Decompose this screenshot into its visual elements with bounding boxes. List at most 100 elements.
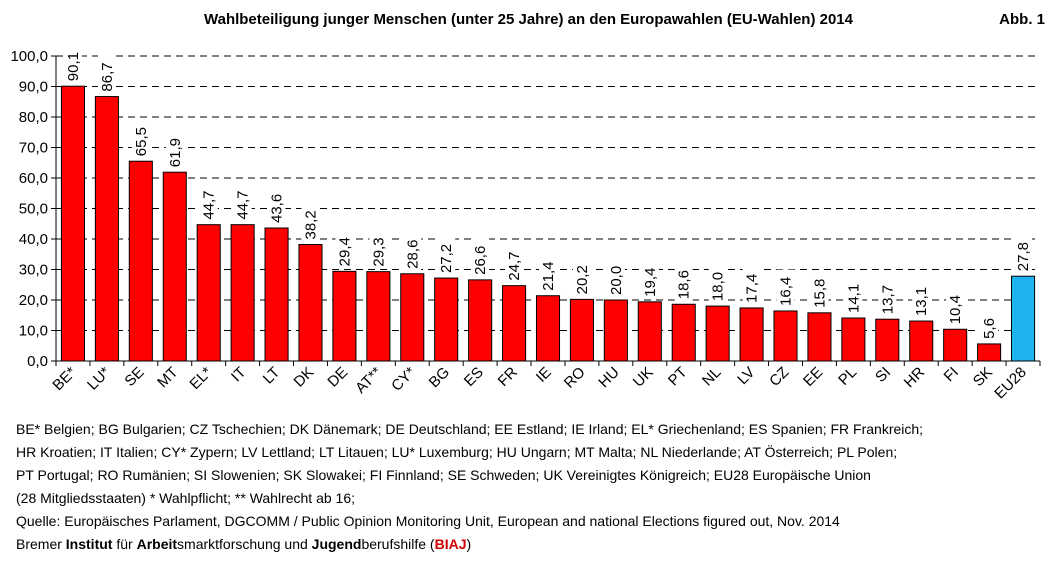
bar-BG (434, 277, 459, 362)
biaj-logo-text: BIAJ (434, 536, 467, 552)
source-line: Quelle: Europäisches Parlament, DGCOMM /… (16, 513, 840, 529)
y-tick-label: 90,0 (19, 79, 48, 96)
bar-HU (603, 299, 628, 362)
value-label: 27,2 (438, 244, 455, 273)
category-label: LU* (84, 364, 114, 394)
category-label: EE (800, 364, 826, 390)
bar-IE (535, 295, 561, 362)
value-label-bg (301, 203, 320, 242)
value-label-bg (505, 244, 524, 283)
category-label: PL (835, 364, 860, 389)
value-label-bg (776, 269, 795, 308)
category-label: CY* (388, 364, 419, 395)
value-label: 29,3 (370, 237, 387, 266)
bar-IT (230, 224, 255, 362)
value-label: 5,6 (981, 318, 998, 339)
value-label-bg (912, 279, 931, 319)
value-label-bg (946, 287, 965, 327)
value-label: 26,6 (472, 246, 489, 275)
value-label: 24,7 (506, 251, 523, 280)
category-label: LT (260, 364, 284, 388)
value-label-bg (97, 55, 116, 94)
category-label: RO (561, 364, 589, 392)
category-label: PT (665, 364, 691, 390)
value-label: 16,4 (778, 277, 795, 306)
y-tick-label: 50,0 (19, 201, 48, 218)
value-label-bg (844, 276, 863, 315)
value-label-bg (980, 311, 999, 341)
bar-PL (841, 317, 866, 362)
category-label: HU (595, 364, 622, 391)
chart-title: Wahlbeteiligung junger Menschen (unter 2… (204, 11, 853, 28)
bar-CY (400, 273, 425, 362)
value-label-bg (131, 119, 150, 159)
legend-line: (28 Mitgliedsstaaten) * Wahlpflicht; ** … (16, 490, 356, 506)
value-label: 19,4 (642, 268, 659, 297)
category-label: ES (461, 364, 487, 390)
bar-chart: 0,0 10,0 20,0 30,0 40,0 50,0 60,0 70,0 80,0 90,0 1… (10, 44, 1041, 403)
credit-text: für (112, 536, 137, 552)
value-label-bg (199, 183, 218, 222)
category-label: IE (533, 364, 555, 386)
value-label-bg (674, 262, 693, 302)
value-label-bg (708, 264, 727, 304)
category-label: IT (228, 364, 249, 385)
bar-MT (162, 171, 187, 362)
bar-PT (671, 303, 696, 362)
credit-bold: Jugend (311, 536, 362, 552)
category-label: FR (495, 364, 521, 390)
value-label: 43,6 (269, 194, 286, 223)
value-label-bg (63, 44, 82, 84)
y-tick-label: 30,0 (19, 262, 48, 279)
y-tick-label: 10,0 (19, 323, 48, 340)
value-label: 28,6 (404, 240, 421, 269)
category-label: EU28 (991, 364, 1030, 403)
credit-line: Bremer Institut für Arbeitsmarktforschun… (16, 533, 840, 556)
credit-bold: Institut (65, 536, 113, 552)
y-tick-label: 80,0 (19, 109, 48, 126)
legend-line: BE* Belgien; BG Bulgarien; CZ Tschechien… (16, 421, 924, 437)
value-label-bg (1014, 234, 1033, 274)
value-label: 17,4 (744, 274, 761, 303)
value-label-bg (267, 186, 286, 226)
value-label: 86,7 (99, 62, 116, 91)
bar-SK (977, 343, 1002, 362)
country-legend: BE* Belgien; BG Bulgarien; CZ Tschechien… (16, 418, 1016, 510)
legend-line: HR Kroatien; IT Italien; CY* Zypern; LV … (16, 444, 898, 460)
value-label: 10,4 (947, 295, 964, 324)
value-label: 90,1 (65, 52, 82, 81)
value-label-bg (810, 271, 829, 310)
value-label: 29,4 (336, 237, 353, 266)
value-label: 65,5 (133, 127, 150, 156)
category-label: DE (324, 364, 351, 391)
bar-NL (705, 305, 730, 362)
y-tick-label: 40,0 (19, 231, 48, 248)
bar-HR (909, 320, 934, 362)
category-label: UK (630, 364, 657, 391)
value-label-bg (369, 230, 388, 269)
credit-text: Bremer (16, 536, 66, 552)
value-label: 18,0 (710, 272, 727, 301)
category-label: DK (291, 364, 318, 391)
bar-SE (128, 160, 153, 362)
category-label: SE (121, 364, 147, 390)
bar-FI (943, 328, 968, 362)
y-tick-label: 70,0 (19, 140, 48, 157)
credit-bold: Arbeit (136, 536, 178, 552)
value-label-bg (640, 260, 659, 299)
category-label: LV (734, 364, 758, 388)
credit-text: ) (466, 536, 472, 552)
value-label-bg (606, 258, 625, 297)
category-label: CZ (766, 364, 792, 390)
value-label: 15,8 (811, 279, 828, 308)
value-label-bg (878, 277, 897, 317)
value-label-bg (403, 232, 422, 271)
category-label: FI (941, 364, 962, 385)
bar-DK (298, 243, 323, 362)
value-label-bg (539, 254, 557, 293)
value-label-bg (471, 238, 490, 277)
value-label: 20,2 (574, 265, 591, 294)
bar-LT (264, 227, 289, 362)
value-label: 21,4 (540, 262, 557, 291)
category-label: SI (872, 364, 894, 386)
